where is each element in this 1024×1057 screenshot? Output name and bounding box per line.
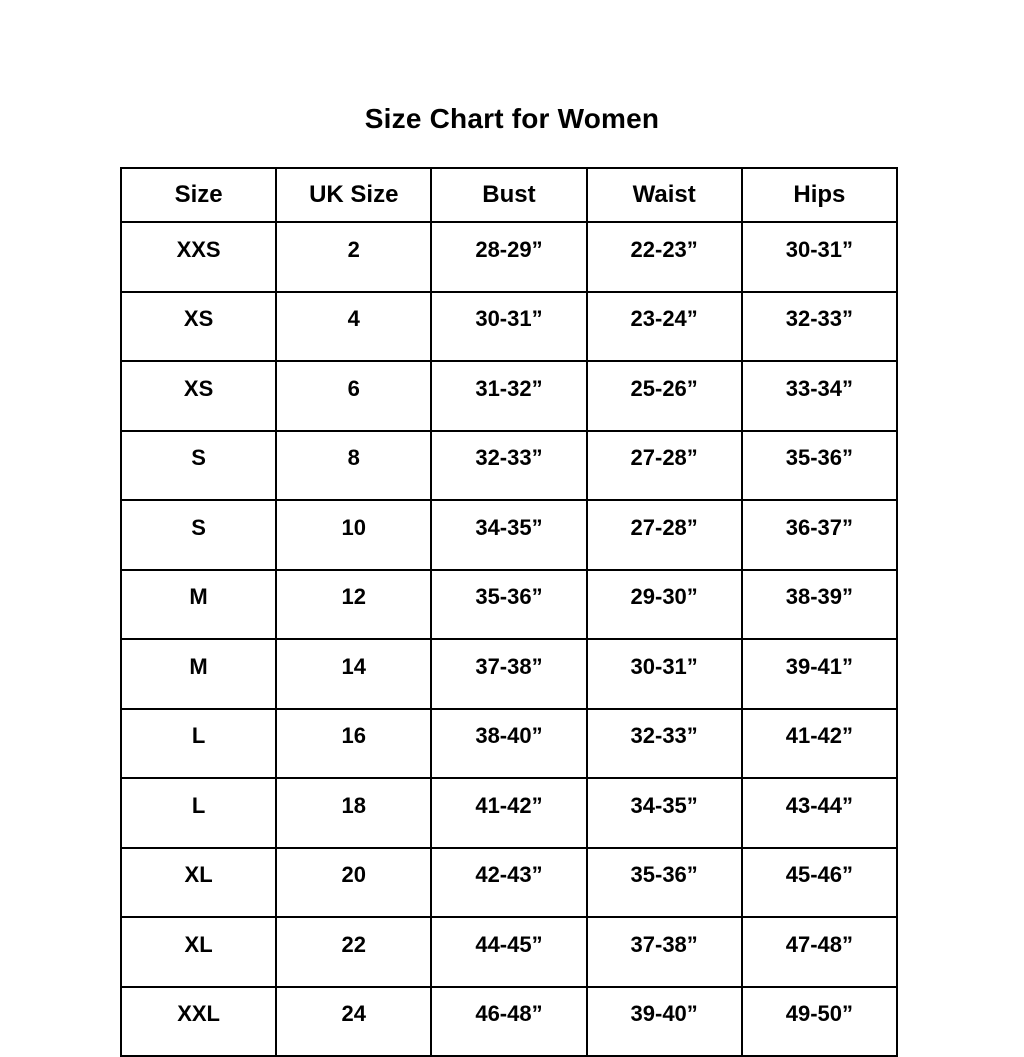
table-cell: 29-30” — [585, 568, 743, 640]
table-cell: 34-35” — [585, 777, 743, 849]
table-cell: 41-42” — [740, 707, 899, 779]
table-cell: M — [119, 638, 278, 710]
table-cell: 10 — [275, 499, 433, 571]
table-row: L 18 41-42” 34-35” 43-44” — [119, 777, 899, 849]
table-cell: 2 — [275, 221, 433, 293]
table-cell: 44-45” — [430, 916, 588, 988]
table-cell: 30-31” — [585, 638, 743, 710]
table-row: XS 6 31-32” 25-26” 33-34” — [119, 360, 899, 432]
table-cell: 47-48” — [740, 916, 899, 988]
table-cell: 28-29” — [430, 221, 588, 293]
table-cell: 24 — [275, 985, 433, 1057]
table-cell: 6 — [275, 360, 433, 432]
table-cell: 16 — [275, 707, 433, 779]
table-cell: XXL — [119, 985, 278, 1057]
table-cell: 35-36” — [740, 429, 899, 501]
table-cell: XS — [119, 290, 278, 362]
table-cell: S — [119, 499, 278, 571]
size-chart-table-header: Size UK Size Bust Waist Hips — [119, 167, 899, 223]
table-cell: 35-36” — [430, 568, 588, 640]
table-cell: 22 — [275, 916, 433, 988]
table-cell: 22-23” — [585, 221, 743, 293]
table-cell: 43-44” — [740, 777, 899, 849]
table-cell: M — [119, 568, 278, 640]
size-chart-table: Size UK Size Bust Waist Hips XXS 2 28-29” 22-23… — [119, 167, 899, 1057]
table-cell: 34-35” — [430, 499, 588, 571]
column-header-waist: Waist — [585, 167, 743, 223]
table-cell: 14 — [275, 638, 433, 710]
table-cell: 36-37” — [740, 499, 899, 571]
table-cell: 30-31” — [430, 290, 588, 362]
table-cell: 49-50” — [740, 985, 899, 1057]
table-cell: 39-40” — [585, 985, 743, 1057]
table-row: L 16 38-40” 32-33” 41-42” — [119, 707, 899, 779]
table-cell: 32-33” — [740, 290, 899, 362]
header-row: Size UK Size Bust Waist Hips — [119, 167, 899, 223]
table-cell: 38-39” — [740, 568, 899, 640]
table-cell: XL — [119, 916, 278, 988]
table-row: XXS 2 28-29” 22-23” 30-31” — [119, 221, 899, 293]
table-cell: 46-48” — [430, 985, 588, 1057]
column-header-size: Size — [119, 167, 278, 223]
table-cell: 4 — [275, 290, 433, 362]
table-cell: 32-33” — [585, 707, 743, 779]
table-row: M 14 37-38” 30-31” 39-41” — [119, 638, 899, 710]
table-cell: L — [119, 707, 278, 779]
table-cell: 42-43” — [430, 846, 588, 918]
table-cell: 39-41” — [740, 638, 899, 710]
page-title: Size Chart for Women — [364, 103, 660, 134]
table-cell: 8 — [275, 429, 433, 501]
table-cell: 12 — [275, 568, 433, 640]
table-cell: S — [119, 429, 278, 501]
table-cell: 38-40” — [430, 707, 588, 779]
table-cell: 33-34” — [740, 360, 899, 432]
table-cell: 35-36” — [585, 846, 743, 918]
table-cell: 27-28” — [585, 499, 743, 571]
table-cell: 32-33” — [430, 429, 588, 501]
table-cell: XL — [119, 846, 278, 918]
size-chart-table-body: XXS 2 28-29” 22-23” 30-31” XS 4 30-31” 23-24” 32-… — [119, 221, 899, 1057]
table-row: XXL 24 46-48” 39-40” 49-50” — [119, 985, 899, 1057]
column-header-bust: Bust — [430, 167, 588, 223]
table-cell: 23-24” — [585, 290, 743, 362]
table-cell: 45-46” — [740, 846, 899, 918]
table-cell: 37-38” — [585, 916, 743, 988]
table-cell: 20 — [275, 846, 433, 918]
column-header-uk-size: UK Size — [275, 167, 433, 223]
table-cell: 30-31” — [740, 221, 899, 293]
table-cell: XXS — [119, 221, 278, 293]
table-row: S 8 32-33” 27-28” 35-36” — [119, 429, 899, 501]
table-row: M 12 35-36” 29-30” 38-39” — [119, 568, 899, 640]
table-cell: XS — [119, 360, 278, 432]
table-row: XL 22 44-45” 37-38” 47-48” — [119, 916, 899, 988]
table-cell: 27-28” — [585, 429, 743, 501]
table-cell: 37-38” — [430, 638, 588, 710]
table-row: S 10 34-35” 27-28” 36-37” — [119, 499, 899, 571]
table-row: XL 20 42-43” 35-36” 45-46” — [119, 846, 899, 918]
table-cell: 25-26” — [585, 360, 743, 432]
column-header-hips: Hips — [740, 167, 899, 223]
table-cell: 31-32” — [430, 360, 588, 432]
table-cell: L — [119, 777, 278, 849]
table-cell: 18 — [275, 777, 433, 849]
table-cell: 41-42” — [430, 777, 588, 849]
table-row: XS 4 30-31” 23-24” 32-33” — [119, 290, 899, 362]
